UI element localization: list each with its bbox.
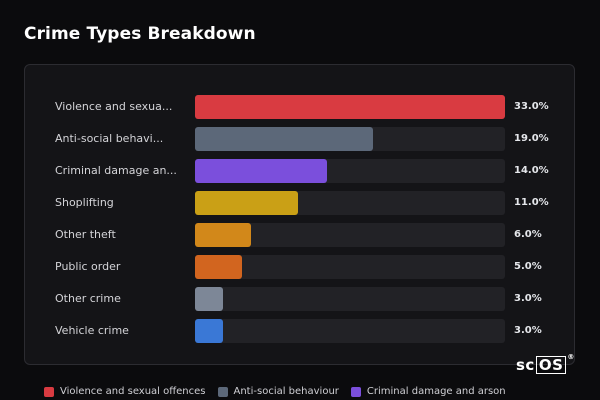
bar-track bbox=[195, 159, 505, 183]
bar-row: Shoplifting 11.0% bbox=[25, 191, 574, 215]
bar-category-label: Vehicle crime bbox=[55, 324, 129, 337]
bar-category-label: Shoplifting bbox=[55, 196, 114, 209]
bar-track bbox=[195, 287, 505, 311]
bar-category-label: Other theft bbox=[55, 228, 116, 241]
legend-label: Criminal damage and arson bbox=[366, 386, 506, 397]
bar-value-label: 6.0% bbox=[514, 229, 542, 240]
bar-row: Violence and sexua... 33.0% bbox=[25, 95, 574, 119]
bar-category-label: Violence and sexua... bbox=[55, 100, 173, 113]
bar bbox=[195, 319, 223, 343]
bar bbox=[195, 191, 298, 215]
logo-text-left: sc bbox=[516, 356, 535, 374]
scos-logo: sc OS ® bbox=[516, 353, 575, 374]
bar-row: Vehicle crime 3.0% bbox=[25, 319, 574, 343]
bar-category-label: Criminal damage an... bbox=[55, 164, 177, 177]
bar-category-label: Anti-social behavi... bbox=[55, 132, 164, 145]
bar-value-label: 19.0% bbox=[514, 133, 549, 144]
bar-category-label: Other crime bbox=[55, 292, 121, 305]
bar-value-label: 11.0% bbox=[514, 197, 549, 208]
bar-track bbox=[195, 95, 505, 119]
bar-category-label: Public order bbox=[55, 260, 121, 273]
bar-track bbox=[195, 319, 505, 343]
page-title: Crime Types Breakdown bbox=[24, 24, 256, 44]
legend-item: Anti-social behaviour bbox=[217, 386, 339, 397]
bar-row: Criminal damage an... 14.0% bbox=[25, 159, 574, 183]
bar-value-label: 3.0% bbox=[514, 325, 542, 336]
bar bbox=[195, 287, 223, 311]
legend-item: Violence and sexual offences bbox=[44, 386, 206, 397]
logo-text-box: OS bbox=[535, 356, 567, 374]
chart-card: Violence and sexua... 33.0% Anti-social be… bbox=[24, 64, 575, 365]
legend-label: Violence and sexual offences bbox=[60, 386, 206, 397]
bar-row: Other crime 3.0% bbox=[25, 287, 574, 311]
legend-label: Anti-social behaviour bbox=[233, 386, 339, 397]
bar-track bbox=[195, 255, 505, 279]
bar-value-label: 5.0% bbox=[514, 261, 542, 272]
bar bbox=[195, 223, 251, 247]
bar-value-label: 14.0% bbox=[514, 165, 549, 176]
bar bbox=[195, 255, 242, 279]
bar-value-label: 33.0% bbox=[514, 101, 549, 112]
bar-row: Public order 5.0% bbox=[25, 255, 574, 279]
legend-swatch bbox=[350, 386, 361, 397]
bar-row: Anti-social behavi... 19.0% bbox=[25, 127, 574, 151]
legend-swatch bbox=[217, 386, 228, 397]
bar bbox=[195, 95, 505, 119]
logo-registered-mark: ® bbox=[567, 353, 575, 361]
bar-track bbox=[195, 223, 505, 247]
bar-row: Other theft 6.0% bbox=[25, 223, 574, 247]
chart-legend: Violence and sexual offences Anti-social … bbox=[44, 386, 506, 397]
bar-value-label: 3.0% bbox=[514, 293, 542, 304]
bar-track bbox=[195, 127, 505, 151]
bar bbox=[195, 159, 327, 183]
bar bbox=[195, 127, 373, 151]
legend-item: Criminal damage and arson bbox=[350, 386, 506, 397]
bar-track bbox=[195, 191, 505, 215]
legend-swatch bbox=[44, 386, 54, 397]
